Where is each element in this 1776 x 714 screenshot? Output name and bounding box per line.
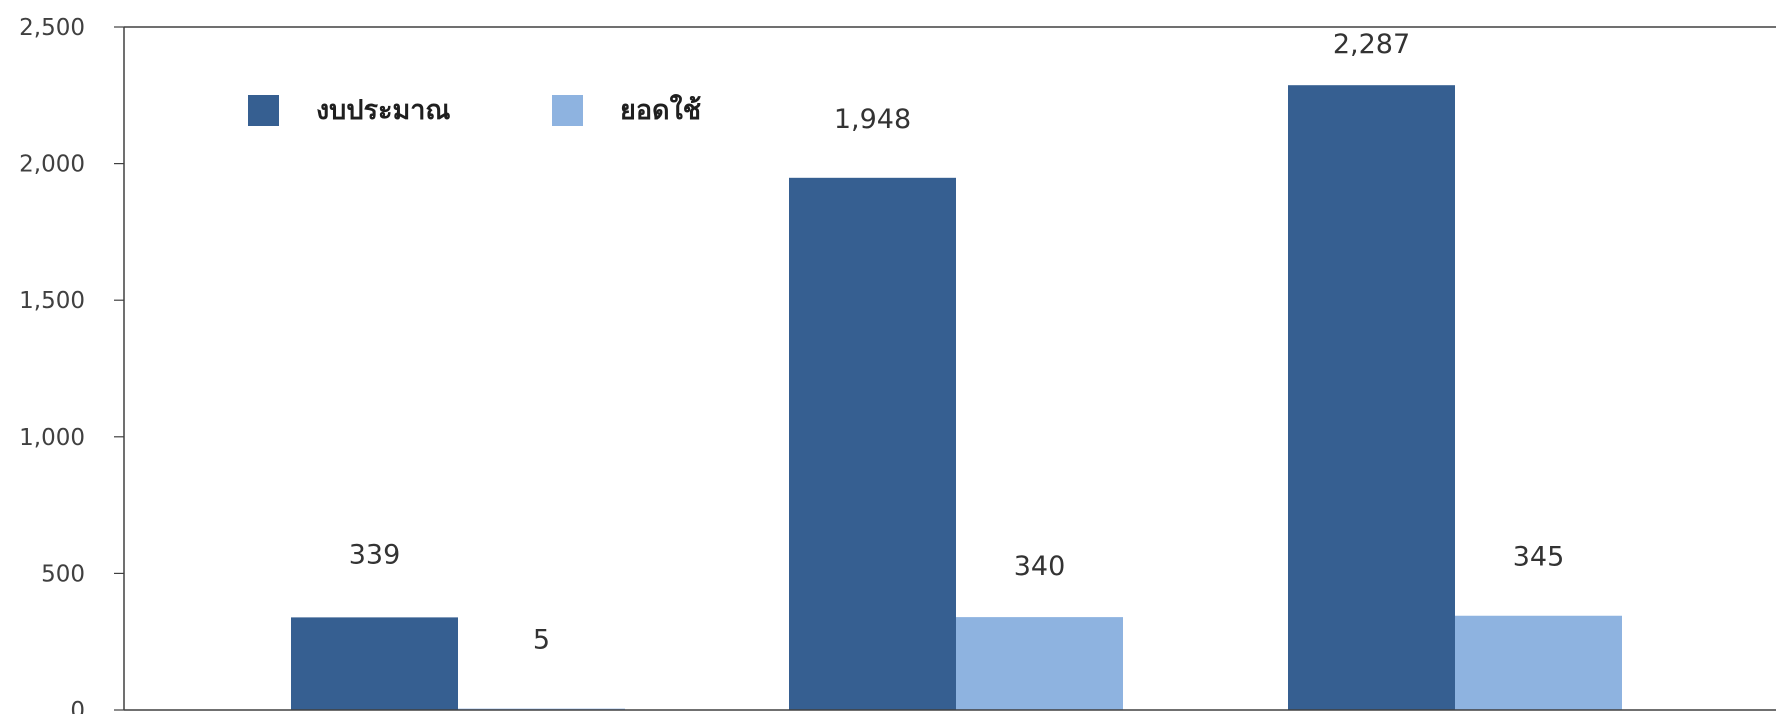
y-tick-label: 1,500	[19, 288, 85, 314]
plot-frame	[123, 26, 1776, 711]
y-axis: 0 500 1,000 1,500 2,000 2,500	[19, 15, 124, 714]
y-tick-label: 1,000	[19, 425, 85, 451]
legend-swatch	[552, 95, 583, 126]
bar	[789, 177, 956, 710]
legend-label: งบประมาณ	[316, 95, 450, 126]
data-label: 339	[349, 539, 401, 570]
bar	[1455, 615, 1622, 710]
y-tick-label: 2,000	[19, 152, 85, 178]
data-label: 340	[1014, 551, 1066, 582]
data-label: 5	[533, 625, 550, 656]
y-tick-label: 0	[70, 698, 85, 714]
legend: งบประมาณ ยอดใช้	[248, 94, 701, 126]
y-tick-label: 2,500	[19, 15, 85, 41]
data-label: 345	[1513, 542, 1565, 573]
legend-swatch	[248, 95, 279, 126]
bar	[1288, 85, 1455, 711]
legend-label: ยอดใช้	[620, 94, 701, 126]
bars	[291, 85, 1622, 711]
bar	[291, 617, 458, 710]
data-labels: 339 1,948 2,287 5 340 345	[349, 29, 1565, 655]
data-label: 2,287	[1333, 29, 1410, 60]
data-label: 1,948	[834, 104, 911, 135]
y-tick-label: 500	[41, 561, 85, 587]
bar	[956, 617, 1123, 710]
